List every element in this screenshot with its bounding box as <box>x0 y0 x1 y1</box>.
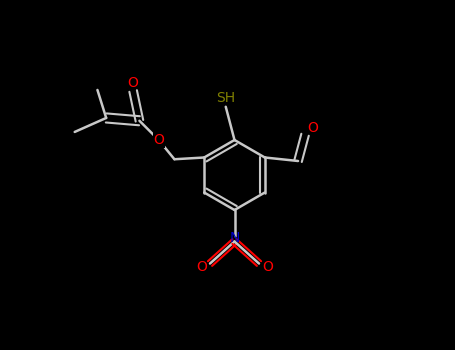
Text: O: O <box>307 121 318 135</box>
Text: O: O <box>153 133 164 147</box>
Text: O: O <box>128 76 139 90</box>
Text: O: O <box>196 260 207 274</box>
Text: O: O <box>263 260 273 274</box>
Text: SH: SH <box>216 91 235 105</box>
Text: N: N <box>229 231 240 245</box>
